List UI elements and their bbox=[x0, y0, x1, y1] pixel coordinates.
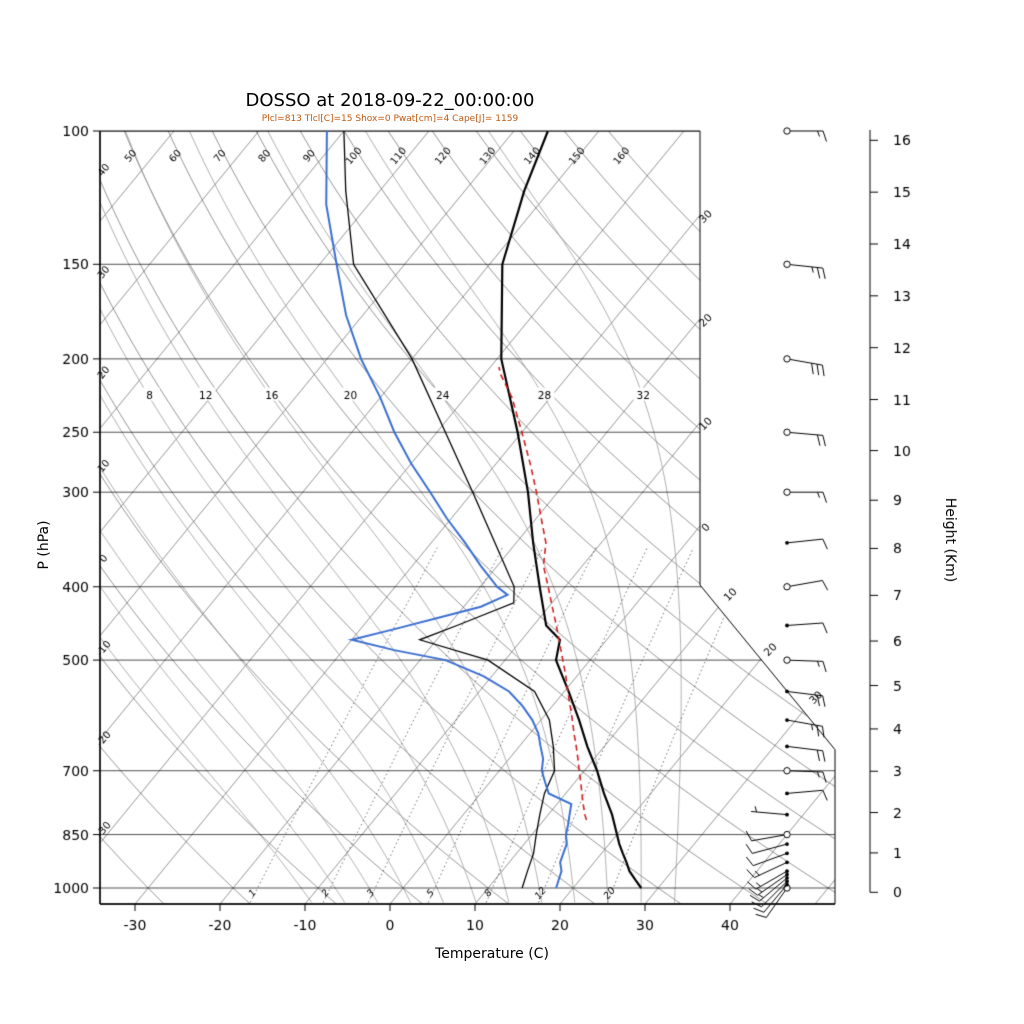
pressure-axis-label: P (hPa) bbox=[36, 520, 52, 570]
page-title: DOSSO at 2018-09-22_00:00:00 bbox=[245, 90, 535, 111]
sounding-indices-text: Plcl=813 Tlcl[C]=15 Shox=0 Pwat[cm]=4 Ca… bbox=[261, 114, 519, 124]
height-axis-label: Height (Km) bbox=[942, 497, 958, 583]
temperature-axis-label: Temperature (C) bbox=[435, 946, 549, 962]
